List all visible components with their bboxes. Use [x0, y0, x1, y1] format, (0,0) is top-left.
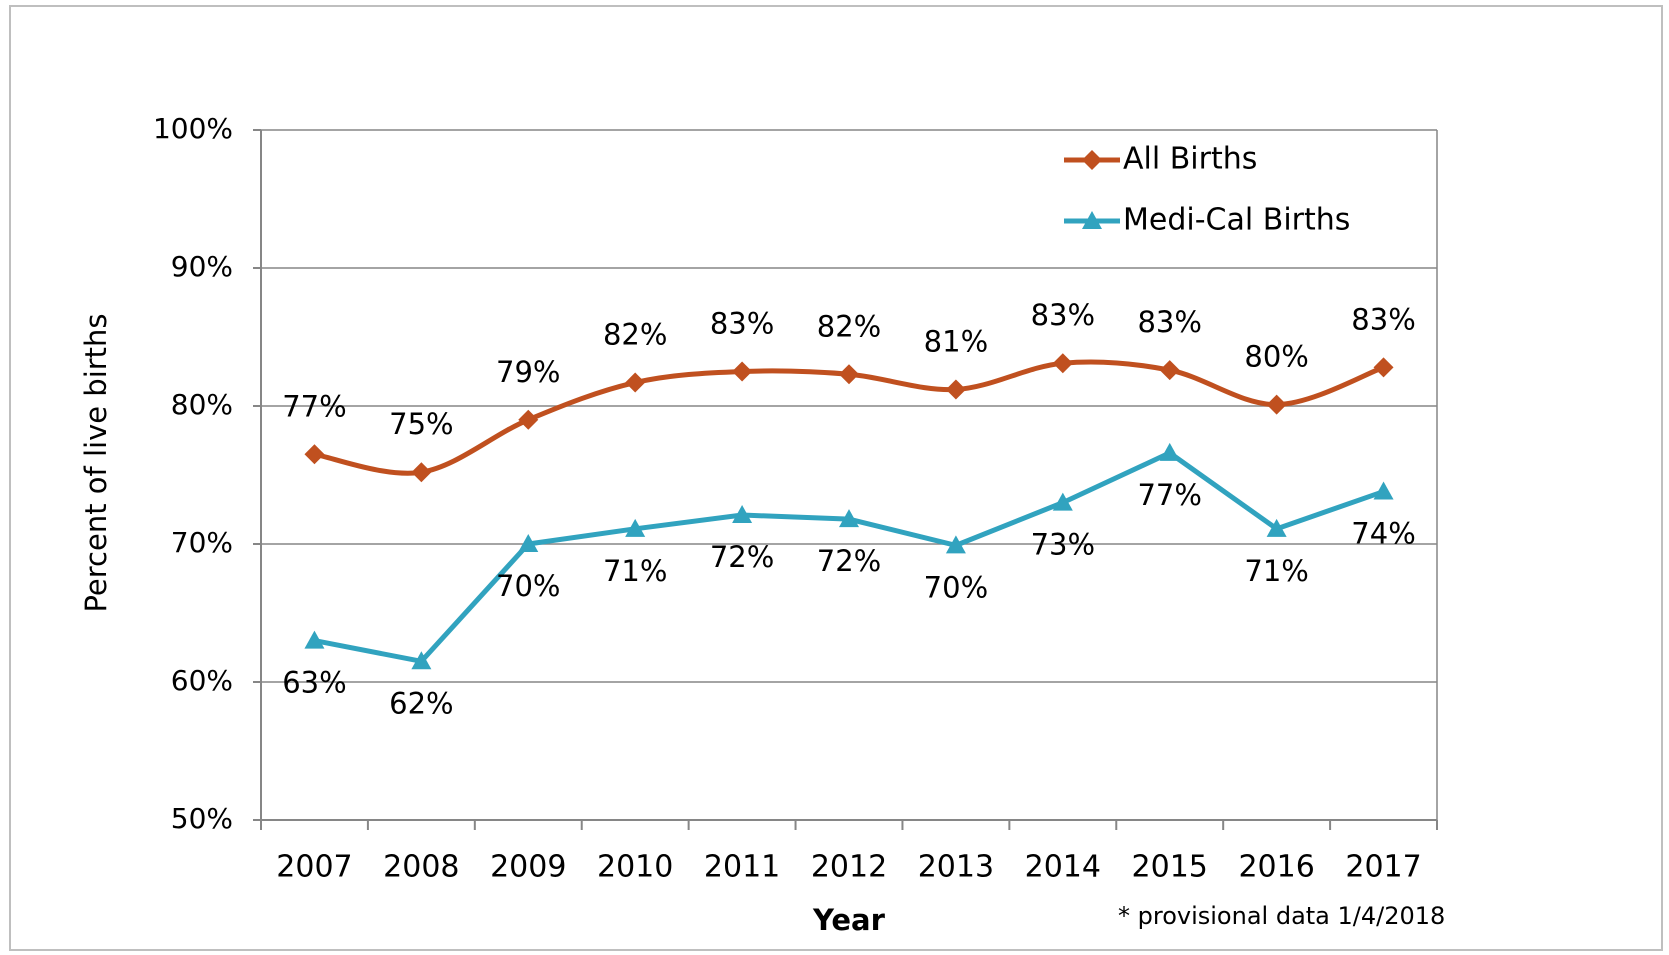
data-label: 83% [1137, 305, 1201, 339]
data-label: 72% [817, 544, 881, 578]
x-tick-label: 2009 [490, 850, 566, 885]
y-tick-label: 70% [171, 526, 233, 559]
x-tick-label: 2012 [811, 850, 887, 885]
data-label: 80% [1244, 340, 1308, 374]
marker [945, 379, 966, 400]
x-tick-label: 2017 [1345, 850, 1421, 885]
y-tick-label: 90% [171, 250, 233, 283]
footnote: * provisional data 1/4/2018 [1118, 902, 1445, 930]
marker [1373, 357, 1394, 378]
marker [1159, 442, 1180, 461]
data-label: 75% [389, 407, 453, 441]
marker [1082, 211, 1102, 229]
y-tick-label: 60% [171, 664, 233, 697]
data-label: 70% [924, 570, 988, 604]
marker [732, 505, 753, 524]
data-label: 83% [1351, 302, 1415, 336]
marker [625, 518, 646, 537]
marker [411, 462, 432, 483]
marker [518, 534, 539, 552]
legend-label: All Births [1123, 142, 1257, 177]
marker [1052, 492, 1073, 511]
x-tick-label: 2014 [1025, 850, 1101, 885]
data-label: 62% [389, 686, 453, 720]
data-label: 72% [710, 540, 774, 574]
data-label: 81% [924, 324, 988, 358]
marker [1159, 360, 1180, 381]
frame [9, 5, 1663, 951]
marker [732, 361, 753, 382]
marker [304, 630, 325, 649]
marker [304, 444, 325, 465]
data-label: 74% [1351, 517, 1415, 551]
legend-label: Medi-Cal Births [1123, 203, 1350, 238]
marker [1082, 150, 1102, 170]
marker [1266, 394, 1287, 415]
marker [1373, 481, 1394, 500]
y-axis-label: Percent of live births [79, 313, 113, 612]
data-label: 70% [496, 569, 560, 603]
marker [625, 372, 646, 393]
x-tick-label: 2016 [1238, 850, 1314, 885]
data-label: 83% [1031, 298, 1095, 332]
x-tick-label: 2015 [1132, 850, 1208, 885]
data-label: 79% [496, 355, 560, 389]
x-tick-label: 2013 [918, 850, 994, 885]
data-label: 77% [1137, 478, 1201, 512]
marker [1052, 353, 1073, 374]
x-tick-label: 2011 [704, 850, 780, 885]
data-label: 82% [817, 309, 881, 343]
data-label: 83% [710, 307, 774, 341]
data-label: 73% [1031, 528, 1095, 562]
marker [945, 535, 966, 554]
marker [839, 509, 859, 528]
data-label: 63% [282, 666, 346, 700]
data-label: 82% [603, 318, 667, 352]
x-tick-label: 2008 [383, 850, 459, 885]
y-tick-label: 80% [171, 388, 233, 421]
marker [411, 651, 432, 670]
marker [1266, 518, 1287, 537]
data-label: 77% [282, 389, 346, 423]
y-tick-label: 100% [153, 112, 233, 145]
x-tick-label: 2007 [276, 850, 352, 885]
data-label: 71% [1244, 554, 1308, 588]
y-tick-label: 50% [171, 802, 233, 835]
marker [839, 364, 859, 385]
x-axis-label: Year [812, 903, 886, 937]
marker [518, 409, 539, 430]
data-label: 71% [603, 554, 667, 588]
x-tick-label: 2010 [597, 850, 673, 885]
